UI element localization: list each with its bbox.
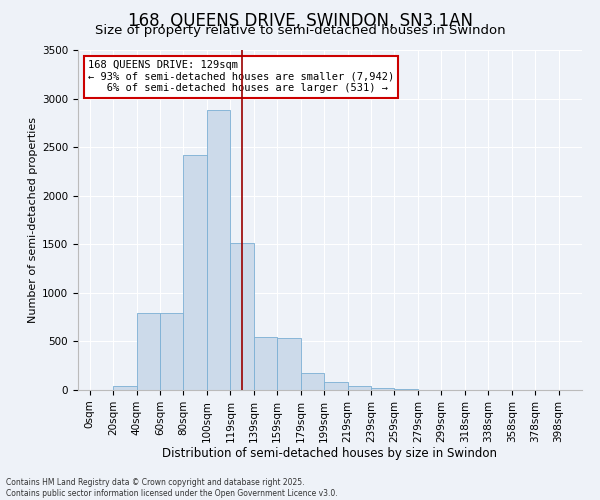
Bar: [277, 338, 301, 390]
Bar: [113, 386, 137, 390]
Text: 168 QUEENS DRIVE: 129sqm
← 93% of semi-detached houses are smaller (7,942)
   6%: 168 QUEENS DRIVE: 129sqm ← 93% of semi-d…: [88, 60, 394, 94]
Bar: [301, 372, 324, 390]
Y-axis label: Number of semi-detached properties: Number of semi-detached properties: [28, 117, 38, 323]
Text: Contains HM Land Registry data © Crown copyright and database right 2025.
Contai: Contains HM Land Registry data © Crown c…: [6, 478, 338, 498]
Bar: [394, 389, 418, 390]
Text: Size of property relative to semi-detached houses in Swindon: Size of property relative to semi-detach…: [95, 24, 505, 37]
Bar: [160, 314, 184, 390]
Bar: [207, 110, 230, 390]
Bar: [371, 388, 394, 390]
Text: 168, QUEENS DRIVE, SWINDON, SN3 1AN: 168, QUEENS DRIVE, SWINDON, SN3 1AN: [128, 12, 473, 30]
Bar: [324, 382, 347, 390]
Bar: [230, 244, 254, 390]
Bar: [254, 336, 277, 390]
Bar: [137, 314, 160, 390]
Bar: [184, 155, 207, 390]
Bar: [347, 386, 371, 390]
X-axis label: Distribution of semi-detached houses by size in Swindon: Distribution of semi-detached houses by …: [163, 448, 497, 460]
